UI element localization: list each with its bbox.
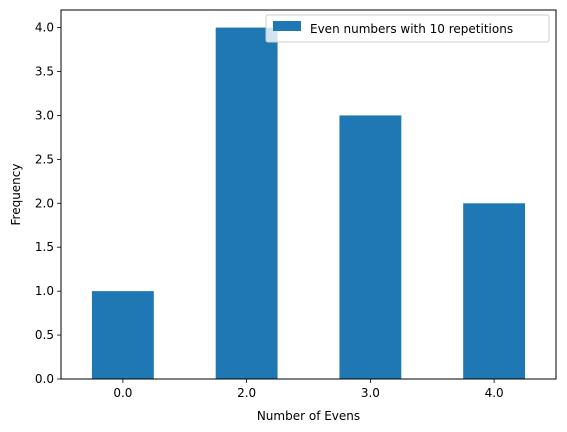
y-tick-label: 3.0 — [35, 108, 54, 122]
x-tick-label: 4.0 — [485, 386, 504, 400]
y-axis-label: Frequency — [9, 164, 23, 226]
y-tick-label: 1.5 — [35, 240, 54, 254]
bar-2.0 — [215, 27, 278, 379]
y-tick-label: 2.0 — [35, 196, 54, 210]
x-tick-label: 3.0 — [361, 386, 380, 400]
x-tick-label: 0.0 — [113, 386, 132, 400]
x-axis-ticks: 0.0 2.0 3.0 4.0 — [113, 379, 504, 400]
y-tick-label: 1.0 — [35, 284, 54, 298]
y-tick-label: 2.5 — [35, 152, 54, 166]
legend-box — [265, 14, 550, 43]
x-axis-label: Number of Evens — [257, 409, 360, 423]
y-tick-label: 4.0 — [35, 21, 54, 35]
plot-frame — [60, 9, 557, 380]
y-tick-label: 0.0 — [35, 372, 54, 386]
bar-4.0 — [463, 203, 526, 379]
legend-swatch — [273, 21, 301, 31]
x-tick-label: 2.0 — [237, 386, 256, 400]
bar-0.0 — [91, 291, 154, 379]
y-tick-label: 0.5 — [35, 328, 54, 342]
y-axis-ticks: 0.0 0.5 1.0 1.5 2.0 2.5 3.0 3.5 4.0 — [35, 21, 61, 386]
y-tick-label: 3.5 — [35, 65, 54, 79]
legend-label: Even numbers with 10 repetitions — [310, 22, 513, 36]
legend: Even numbers with 10 repetitions — [265, 14, 550, 43]
bars-group — [91, 27, 526, 379]
bar-3.0 — [339, 115, 402, 379]
